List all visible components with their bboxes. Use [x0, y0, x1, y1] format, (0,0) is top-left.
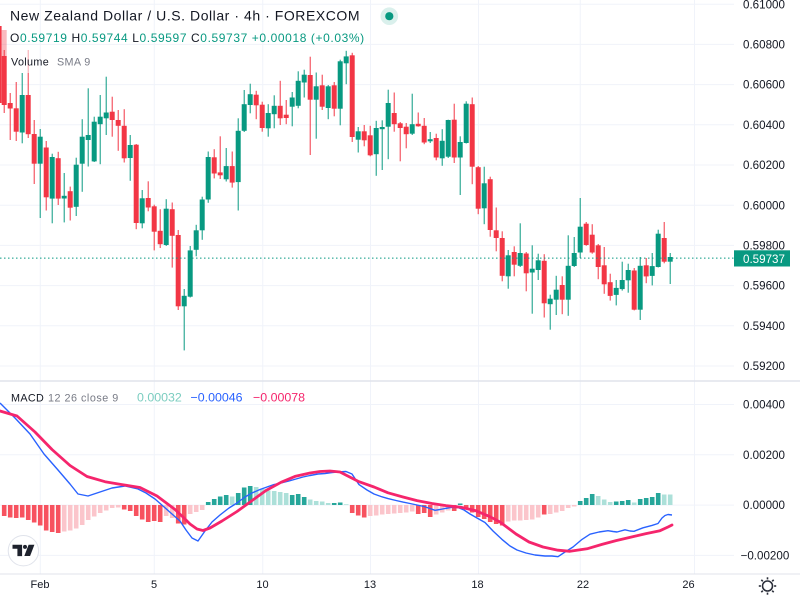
svg-text:0.60000: 0.60000: [743, 199, 785, 212]
svg-text:Feb: Feb: [31, 579, 50, 591]
svg-text:0.60600: 0.60600: [743, 79, 785, 92]
svg-text:0.59200: 0.59200: [743, 360, 785, 373]
svg-text:18: 18: [471, 579, 483, 591]
svg-text:22: 22: [577, 579, 589, 591]
svg-text:10: 10: [256, 579, 268, 591]
svg-text:0.00400: 0.00400: [743, 399, 785, 412]
svg-text:26: 26: [682, 579, 694, 591]
svg-text:New Zealand Dollar / U.S. Doll: New Zealand Dollar / U.S. Dollar · 4h · …: [10, 8, 360, 24]
svg-text:O0.59719 H0.59744 L0.59597 C0.: O0.59719 H0.59744 L0.59597 C0.59737 +0.0…: [10, 31, 365, 45]
svg-text:0.60800: 0.60800: [743, 39, 785, 52]
svg-text:13: 13: [364, 579, 376, 591]
svg-text:−0.00200: −0.00200: [741, 550, 790, 563]
svg-text:0.59800: 0.59800: [743, 240, 785, 253]
svg-text:0.61000: 0.61000: [743, 0, 785, 11]
svg-text:0.59737: 0.59737: [743, 253, 785, 266]
svg-text:5: 5: [151, 579, 157, 591]
svg-text:0.59400: 0.59400: [743, 320, 785, 333]
svg-text:0.00200: 0.00200: [743, 449, 785, 462]
svg-text:0.60400: 0.60400: [743, 119, 785, 132]
svg-text:0.60200: 0.60200: [743, 159, 785, 172]
svg-text:0.00000: 0.00000: [743, 499, 785, 512]
svg-text:0.59600: 0.59600: [743, 280, 785, 293]
